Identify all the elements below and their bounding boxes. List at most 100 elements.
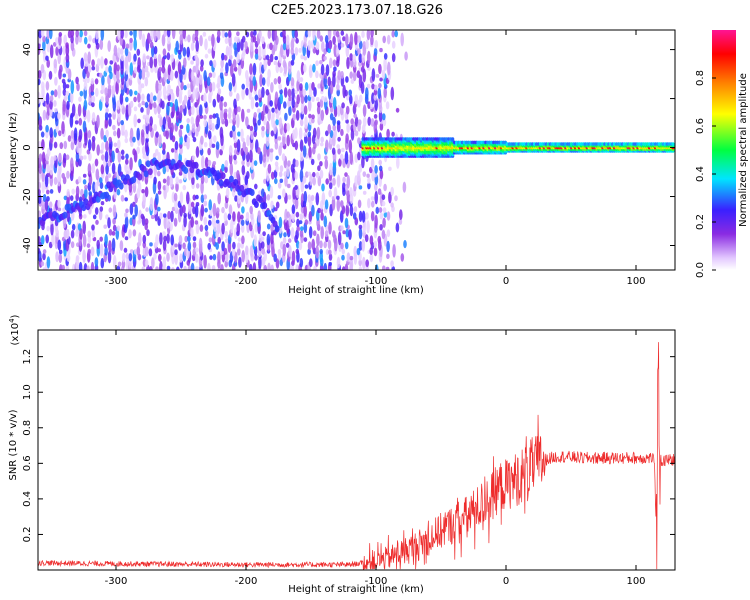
spectrogram-cell: [386, 128, 390, 139]
spectrogram-cell: [136, 245, 141, 257]
spectrogram-cell: [228, 204, 233, 215]
spectrogram-cell: [263, 264, 267, 270]
spectrogram-cell: [96, 144, 100, 156]
spectrogram-cell: [74, 113, 79, 120]
spectrogram-cell: [179, 191, 184, 204]
spectrogram-cell: [111, 237, 116, 252]
spectrogram-cell: [339, 153, 344, 161]
spectrogram-cell: [254, 254, 258, 261]
snr-x-ticks: -300 -200 -100 0 100: [105, 330, 646, 587]
spectrogram-cell: [162, 239, 167, 251]
spectrogram-cell: [58, 249, 63, 255]
spectrogram-cell: [250, 31, 254, 38]
spectrogram-cell: [99, 72, 103, 78]
spectrogram-cell: [358, 163, 363, 173]
spectrogram-cell: [369, 235, 374, 246]
spectrogram-cell: [112, 204, 117, 218]
spectrogram-cell: [298, 47, 302, 53]
spectrogram-cell: [390, 260, 394, 268]
spectrogram-cell: [192, 206, 196, 215]
spectrogram-cell: [46, 189, 50, 195]
spectrogram-cell: [170, 234, 174, 246]
spectrogram-x-ticks: -300 -200 -100 0 100: [105, 30, 646, 287]
spectrogram-cell: [312, 30, 316, 41]
spectrogram-cell: [167, 210, 171, 220]
spectrogram-cell: [340, 30, 345, 36]
spectrogram-cell: [258, 190, 262, 195]
spectrogram-cell: [133, 106, 138, 112]
spectrogram-cell: [78, 261, 83, 270]
spectrogram-cell: [315, 192, 320, 206]
spectrogram-cell: [307, 194, 312, 203]
spectrogram-cell: [369, 252, 374, 263]
spectrogram-cell: [317, 165, 321, 172]
spectrogram-cell: [216, 116, 221, 129]
spectrogram-cell: [224, 260, 228, 268]
spectrogram-cell: [331, 196, 336, 211]
spectrogram-cell: [100, 56, 104, 69]
spectrogram-cell: [382, 118, 387, 127]
spectrogram-cell: [70, 40, 75, 52]
spectrogram-cell: [67, 30, 72, 39]
spectrogram-cell: [320, 212, 324, 221]
spectrogram-cell: [121, 121, 125, 136]
spectrogram-cell: [233, 154, 237, 161]
spectrogram-cell: [206, 76, 211, 87]
spectrogram-cell: [100, 201, 105, 206]
spectrogram-cell: [207, 35, 212, 42]
spectrogram-cell: [187, 264, 192, 270]
spectrogram-cell: [308, 146, 312, 158]
spectrogram-cell: [312, 171, 316, 178]
spectrogram-cell: [228, 58, 232, 67]
spectrogram-cell: [144, 186, 149, 198]
spectrogram-cell: [341, 147, 345, 153]
spectrogram-cell: [382, 217, 386, 228]
spectrogram-cell: [58, 152, 62, 164]
spectrogram-cell: [261, 241, 265, 249]
spectrogram-cell: [150, 30, 154, 41]
spectrogram-cell: [345, 119, 349, 124]
spectrogram-cell: [128, 252, 133, 262]
spectrogram-cell: [312, 177, 317, 186]
spectrogram-cell: [367, 182, 371, 190]
spectrogram-cell: [228, 152, 233, 165]
spectrogram-cell: [133, 96, 137, 103]
spectrogram-cell: [171, 30, 176, 40]
spectrogram-cell: [292, 158, 297, 168]
spectrogram-cell: [308, 113, 312, 119]
spectrogram-cell: [242, 48, 246, 57]
spectrogram-cell: [270, 171, 275, 180]
spectrogram-cell: [342, 36, 346, 42]
spectrogram-cell: [134, 90, 138, 96]
spectrogram-cell: [159, 260, 163, 270]
spectrogram-cell: [120, 149, 125, 156]
spectrogram-cell: [270, 82, 274, 93]
spectrogram-cell: [200, 194, 205, 204]
spectrogram-cell: [291, 36, 296, 43]
spectrogram-cell: [295, 211, 300, 218]
spectrogram-cell: [120, 120, 124, 126]
spectrogram-cell: [246, 171, 250, 180]
snr-multiplier-close: ): [10, 314, 21, 318]
spectrogram-cell: [277, 136, 282, 141]
spectrogram-cell: [321, 95, 325, 101]
spectrogram-cell: [342, 176, 346, 184]
spectrogram-cell: [299, 168, 304, 183]
spectrogram-cell: [146, 32, 151, 45]
spectrogram-cell: [67, 135, 72, 142]
spectrogram-cell: [279, 92, 284, 105]
spectrogram-cell: [319, 35, 324, 42]
spectrogram-cell: [266, 194, 271, 201]
spectrogram-cell: [129, 30, 133, 36]
spectrogram-cell: [87, 129, 92, 139]
spectrogram-cell: [337, 70, 342, 81]
spectrogram-cell: [227, 213, 232, 221]
spectrogram-cell: [332, 116, 336, 126]
spectrogram-cell: [177, 61, 182, 75]
spectrogram-cell: [105, 214, 109, 220]
spectrogram-cell: [273, 253, 278, 263]
spectrogram-cell: [217, 30, 221, 38]
spectrogram-cell: [321, 192, 326, 205]
spectrogram-cell: [324, 230, 329, 238]
spectrogram-cell: [307, 30, 312, 38]
